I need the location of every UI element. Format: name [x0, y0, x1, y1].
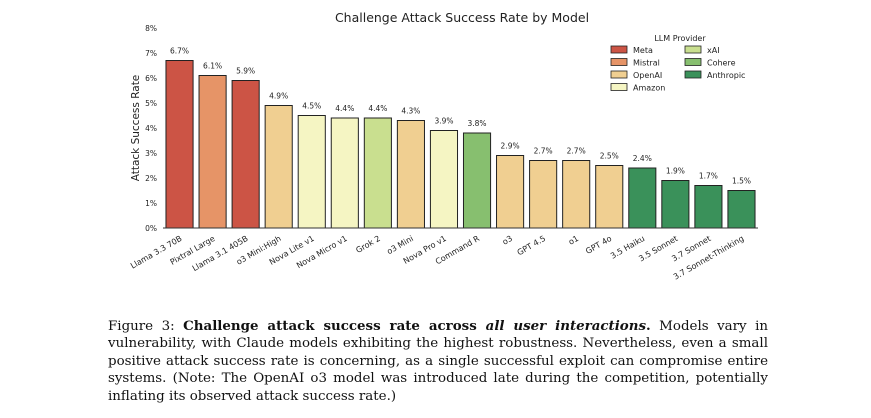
- bar-value-label: 1.7%: [699, 172, 718, 181]
- bar: [429, 130, 459, 229]
- x-tick-label: o3: [501, 234, 514, 247]
- bar-value-label: 4.3%: [401, 107, 420, 116]
- caption-label: Figure 3:: [108, 319, 175, 334]
- bar-value-label: 1.5%: [732, 177, 751, 186]
- bar-value-label: 2.4%: [633, 154, 652, 163]
- legend-swatch: [610, 45, 628, 54]
- x-tick-label: Grok 2: [354, 234, 381, 255]
- y-axis-label: Attack Success Rate: [130, 75, 142, 182]
- legend-label: Amazon: [633, 84, 665, 93]
- bar: [264, 105, 293, 229]
- bar-value-label: 4.4%: [335, 104, 354, 113]
- bar-value-labels: 6.7% 6.1% 5.9% 4.9% 4.5% 4.4% 4.4% 4.3% 3.9% 3.8%…: [170, 47, 751, 186]
- y-tick-label: 2%: [145, 174, 157, 183]
- legend: LLM Provider Meta Mistral OpenAI Amazon xAI C…: [610, 34, 745, 93]
- legend-title: LLM Provider: [654, 34, 706, 43]
- bar: [727, 190, 756, 229]
- bar-value-label: 4.5%: [302, 102, 321, 111]
- bar-value-label: 5.9%: [236, 67, 255, 76]
- y-tick-label: 7%: [145, 49, 157, 58]
- legend-label: OpenAI: [633, 71, 662, 80]
- caption-bold-start: Challenge attack success rate across: [183, 318, 486, 334]
- bar: [462, 132, 492, 229]
- bar: [363, 117, 392, 229]
- x-tick-label: Llama 3.1 405B: [191, 234, 250, 273]
- legend-swatch: [684, 45, 702, 54]
- bar-value-label: 4.4%: [368, 104, 387, 113]
- legend-entries: Meta Mistral OpenAI Amazon xAI Cohere Anthropi…: [610, 45, 745, 93]
- bar: [496, 155, 525, 229]
- chart-title: Challenge Attack Success Rate by Model: [335, 10, 589, 25]
- bar-value-label: 2.5%: [600, 152, 619, 161]
- legend-label: Cohere: [707, 59, 736, 68]
- bar-value-label: 2.9%: [501, 142, 520, 151]
- bar-value-label: 2.7%: [567, 147, 586, 156]
- bar: [231, 80, 260, 229]
- bar-value-label: 6.1%: [203, 62, 222, 71]
- legend-swatch: [610, 83, 628, 91]
- bar-value-label: 1.9%: [666, 167, 685, 176]
- figure-caption: Figure 3: Challenge attack success rate …: [108, 318, 768, 405]
- legend-label: Anthropic: [707, 71, 745, 80]
- y-tick-label: 4%: [145, 124, 157, 133]
- legend-swatch: [610, 58, 628, 66]
- legend-label: Mistral: [633, 59, 660, 68]
- x-tick-label: o1: [567, 234, 580, 247]
- y-axis-ticks: 0% 1% 2% 3% 4% 5% 6% 7% 8%: [145, 24, 157, 233]
- bar: [694, 185, 723, 229]
- x-tick-label: GPT 4.5: [516, 234, 548, 257]
- bar: [595, 165, 624, 229]
- bars-group: [165, 60, 756, 229]
- legend-swatch: [610, 70, 628, 79]
- bar: [165, 60, 194, 229]
- bar-value-label: 3.9%: [434, 117, 453, 126]
- caption-bold-end: .: [646, 318, 651, 334]
- y-tick-label: 3%: [145, 149, 157, 158]
- bar-value-label: 6.7%: [170, 47, 189, 56]
- bar-value-label: 2.7%: [534, 147, 553, 156]
- y-tick-label: 6%: [145, 74, 157, 83]
- y-tick-label: 0%: [145, 224, 157, 233]
- bar-value-label: 4.9%: [269, 92, 288, 101]
- caption-bold-italic: all user interactions: [485, 318, 647, 334]
- legend-label: Meta: [633, 46, 653, 55]
- bar-value-label: 3.8%: [467, 119, 486, 128]
- bar: [396, 120, 425, 229]
- bar: [562, 160, 591, 229]
- caption-text: Models vary in vulnerability, with Claud…: [108, 319, 768, 404]
- y-tick-label: 8%: [145, 24, 157, 33]
- legend-swatch: [684, 58, 702, 66]
- y-tick-label: 1%: [145, 199, 157, 208]
- bar: [198, 75, 227, 229]
- bar: [661, 180, 690, 229]
- legend-swatch: [684, 70, 702, 79]
- bar: [529, 160, 558, 229]
- legend-label: xAI: [707, 46, 720, 55]
- bar: [628, 167, 657, 229]
- bar: [297, 115, 326, 229]
- bar-chart: Challenge Attack Success Rate by Model A…: [129, 10, 758, 282]
- y-tick-label: 5%: [145, 99, 157, 108]
- bar: [330, 117, 359, 229]
